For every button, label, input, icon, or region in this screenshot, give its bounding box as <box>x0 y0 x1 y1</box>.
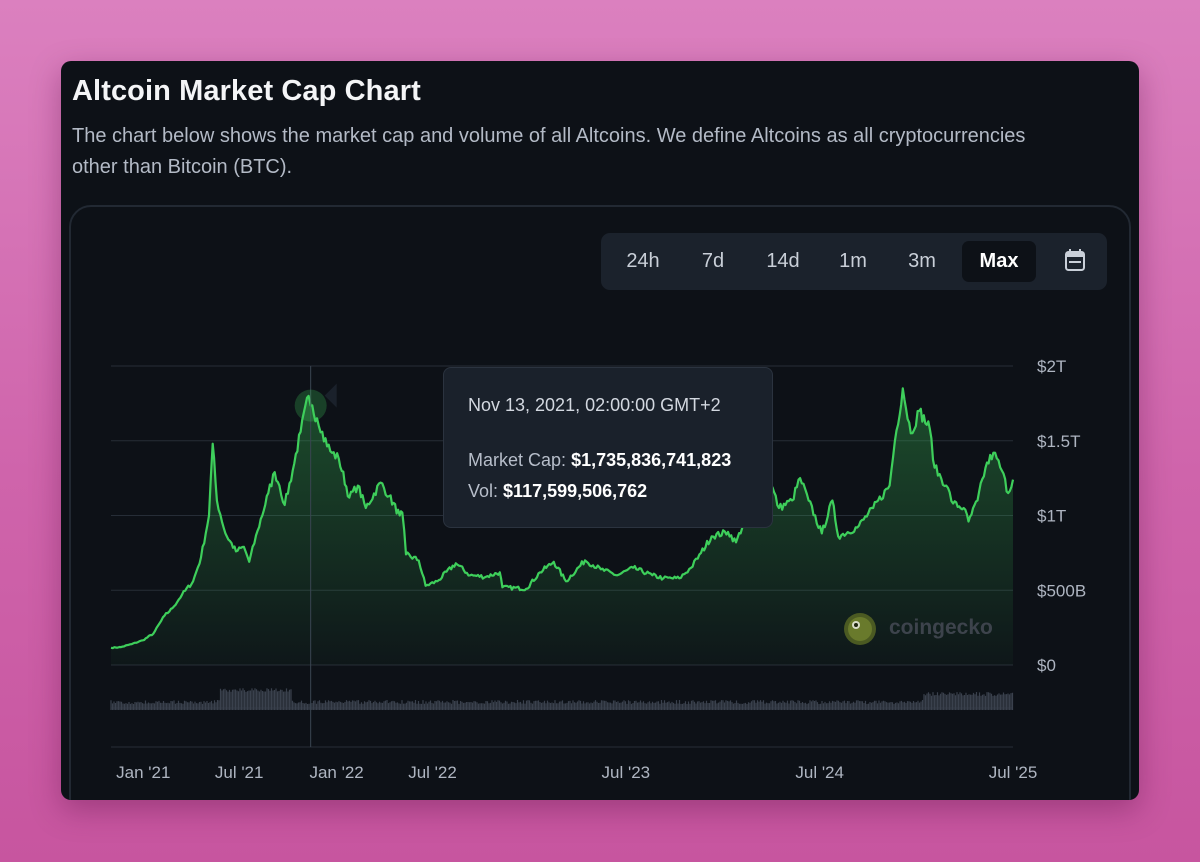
hover-tooltip: Nov 13, 2021, 02:00:00 GMT+2 Market Cap:… <box>443 367 773 528</box>
time-range-selector: 24h 7d 14d 1m 3m Max <box>601 233 1107 290</box>
page-title: Altcoin Market Cap Chart <box>72 75 421 107</box>
tooltip-volume: Vol: $117,599,506,762 <box>468 481 648 501</box>
x-tick-label: Jan '21 <box>116 763 170 782</box>
x-tick-label: Jul '23 <box>602 763 651 782</box>
chart-card: Altcoin Market Cap Chart The chart below… <box>61 61 1139 800</box>
x-tick-label: Jul '21 <box>215 763 264 782</box>
x-tick-label: Jul '22 <box>408 763 457 782</box>
hover-marker <box>294 389 327 422</box>
tab-max[interactable]: Max <box>962 241 1036 282</box>
market-cap-line <box>110 387 1015 650</box>
y-tick-label: $1T <box>1037 507 1066 526</box>
chart-description: The chart below shows the market cap and… <box>72 125 1026 178</box>
y-tick-label: $0 <box>1037 656 1056 675</box>
coingecko-watermark: coingecko <box>843 612 993 646</box>
tab-1m[interactable]: 1m <box>839 250 867 272</box>
gecko-logo-icon <box>844 613 876 645</box>
tab-14d[interactable]: 14d <box>766 250 800 272</box>
y-tick-label: $2T <box>1037 357 1066 376</box>
market-cap-chart[interactable]: $0 $500B $1T $1.5T $2T Jan '21 Jul '21 Jan '22 J… <box>61 61 1139 800</box>
tooltip-market-cap: Market Cap: $1,735,836,741,823 <box>468 450 732 470</box>
watermark-text: coingecko <box>889 616 993 639</box>
x-tick-label: Jul '24 <box>795 763 844 782</box>
y-tick-label: $500B <box>1037 581 1086 600</box>
tooltip-date: Nov 13, 2021, 02:00:00 GMT+2 <box>468 395 721 415</box>
x-tick-label: Jul '25 <box>989 763 1038 782</box>
tab-7d[interactable]: 7d <box>701 250 725 272</box>
volume-bars <box>110 688 1014 710</box>
tab-24h[interactable]: 24h <box>626 250 660 272</box>
chart-panel <box>69 205 1131 800</box>
calendar-icon[interactable] <box>1053 241 1097 282</box>
y-tick-label: $1.5T <box>1037 432 1080 451</box>
x-tick-label: Jan '22 <box>309 763 363 782</box>
tooltip-pointer <box>324 383 337 408</box>
tab-3m[interactable]: 3m <box>908 250 936 272</box>
